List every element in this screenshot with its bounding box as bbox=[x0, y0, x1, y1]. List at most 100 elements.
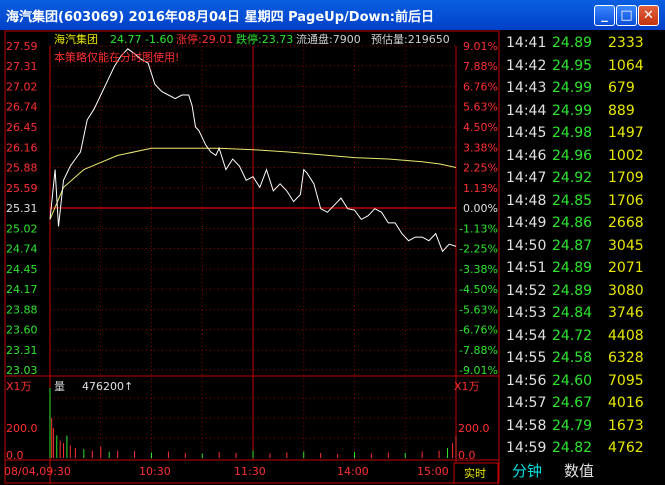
percent-tick-label: -3.38% bbox=[459, 263, 498, 276]
price-tick-label: 24.17 bbox=[6, 283, 38, 296]
price-axis: 27.59 27.31 27.02 26.74 26.45 26.16 25.88 25.59… bbox=[6, 40, 38, 377]
price-change: -1.60 bbox=[145, 33, 173, 46]
percent-tick-label: -7.88% bbox=[459, 344, 498, 357]
percent-tick-label: -2.25% bbox=[459, 243, 498, 256]
tick-row: 14:57 24.67 4016 bbox=[500, 393, 665, 415]
tick-time: 14:45 bbox=[506, 125, 547, 141]
realtime-tab[interactable]: 实时 bbox=[464, 466, 486, 480]
tick-vol: 2333 bbox=[608, 35, 644, 51]
tick-price: 24.87 bbox=[552, 237, 593, 254]
tick-vol: 1497 bbox=[608, 125, 644, 141]
percent-tick-label: 1.13% bbox=[463, 182, 498, 195]
tick-time: 14:53 bbox=[506, 305, 547, 321]
price-tick-label: 26.16 bbox=[6, 142, 38, 155]
percent-axis: 9.01% 7.88% 6.76% 5.63% 4.50% 3.38% 2.25% 1.13%… bbox=[459, 40, 498, 377]
close-button[interactable]: ✕ bbox=[638, 5, 659, 26]
tick-price: 24.82 bbox=[552, 440, 593, 456]
tick-vol: 6328 bbox=[608, 350, 644, 366]
volume-unit-right: X1万 bbox=[454, 380, 480, 393]
tick-vol: 1706 bbox=[608, 192, 644, 209]
tick-list-panel: 14:41 24.89 2333 14:42 24.95 1064 14:43 24.99 67… bbox=[500, 30, 665, 485]
tick-price: 24.89 bbox=[552, 260, 593, 276]
tick-price: 24.58 bbox=[552, 350, 593, 366]
average-price-line bbox=[49, 147, 457, 220]
tick-time: 14:49 bbox=[506, 215, 547, 231]
maximize-button[interactable]: □ bbox=[616, 5, 637, 26]
tick-price: 24.95 bbox=[552, 57, 593, 74]
price-tick-label: 23.88 bbox=[6, 304, 38, 317]
tick-time: 14:42 bbox=[506, 57, 547, 74]
tick-row: 14:55 24.58 6328 bbox=[500, 348, 665, 370]
tick-time: 14:41 bbox=[506, 35, 547, 51]
percent-tick-label: 5.63% bbox=[463, 100, 498, 113]
tick-row: 14:59 24.82 4762 bbox=[500, 438, 665, 460]
price-tick-label: 25.02 bbox=[6, 223, 38, 236]
tick-row: 14:52 24.89 3080 bbox=[500, 281, 665, 303]
price-tick-label: 25.59 bbox=[6, 182, 38, 195]
tick-vol: 7095 bbox=[608, 372, 644, 389]
volume-tick-left-0: 0.0 bbox=[6, 449, 24, 462]
tick-time: 14:57 bbox=[506, 395, 547, 411]
price-line bbox=[49, 48, 457, 253]
tick-row: 14:58 24.79 1673 bbox=[500, 416, 665, 438]
float-shares: 流通盘:7900 bbox=[296, 32, 361, 46]
tick-time: 14:55 bbox=[506, 350, 547, 366]
tick-row: 14:48 24.85 1706 bbox=[500, 191, 665, 213]
tick-row: 14:54 24.72 4408 bbox=[500, 326, 665, 348]
limit-down: 跌停:23.73 bbox=[236, 32, 293, 46]
tick-row: 14:56 24.60 7095 bbox=[500, 371, 665, 393]
tick-price: 24.86 bbox=[552, 215, 593, 231]
tab-value[interactable]: 数值 bbox=[564, 462, 595, 480]
tab-minute[interactable]: 分钟 bbox=[512, 462, 543, 480]
tick-price: 24.99 bbox=[552, 102, 593, 119]
price-tick-label: 26.74 bbox=[6, 100, 38, 113]
percent-tick-label: 0.00% bbox=[463, 202, 498, 215]
price-tick-label: 27.31 bbox=[6, 60, 38, 73]
price-lines bbox=[49, 48, 457, 253]
current-price: 24.77 bbox=[110, 33, 142, 46]
realtime-tab-box[interactable] bbox=[453, 462, 499, 484]
tick-vol: 4762 bbox=[608, 440, 644, 456]
title-bar[interactable]: 海汽集团(603069) 2016年08月04日 星期四 PageUp/Down… bbox=[0, 0, 665, 30]
percent-tick-label: 4.50% bbox=[463, 121, 498, 134]
tick-row: 14:45 24.98 1497 bbox=[500, 123, 665, 145]
tick-vol: 3045 bbox=[608, 237, 644, 254]
tick-time: 14:48 bbox=[506, 192, 547, 209]
percent-tick-label: 3.38% bbox=[463, 142, 498, 155]
percent-tick-label: -4.50% bbox=[459, 283, 498, 296]
minimize-button[interactable]: _ bbox=[594, 5, 615, 26]
estimated-volume: 预估量:219650 bbox=[371, 33, 450, 46]
bottom-tabs: 分钟 数值 bbox=[500, 458, 665, 485]
tick-price: 24.79 bbox=[552, 417, 593, 434]
tick-time: 14:54 bbox=[506, 327, 547, 344]
tick-vol: 889 bbox=[608, 102, 635, 119]
price-tick-label: 24.45 bbox=[6, 263, 38, 276]
tick-vol: 1002 bbox=[608, 147, 644, 164]
intraday-chart[interactable]: 27.59 27.31 27.02 26.74 26.45 26.16 25.88 25.59… bbox=[4, 30, 500, 485]
volume-tick-right-200: 200.0 bbox=[458, 422, 490, 435]
percent-tick-label: -9.01% bbox=[459, 364, 498, 377]
tick-time: 14:56 bbox=[506, 372, 547, 389]
tick-row: 14:44 24.99 889 bbox=[500, 101, 665, 123]
price-tick-label: 27.02 bbox=[6, 81, 38, 94]
tick-vol: 1709 bbox=[608, 170, 644, 186]
stock-name: 海汽集团 bbox=[54, 32, 98, 46]
price-tick-label: 23.03 bbox=[6, 364, 38, 377]
tick-row: 14:50 24.87 3045 bbox=[500, 236, 665, 258]
volume-tick-right-0: 0.0 bbox=[458, 449, 476, 462]
volume-tick-left-200: 200.0 bbox=[6, 422, 38, 435]
x-label-1500: 15:00 bbox=[417, 465, 449, 478]
tick-vol: 679 bbox=[608, 80, 635, 96]
tick-price: 24.72 bbox=[552, 327, 593, 344]
percent-tick-label: -5.63% bbox=[459, 304, 498, 317]
volume-value: 476200↑ bbox=[82, 380, 133, 393]
chart-grid bbox=[4, 30, 500, 484]
tick-vol: 3746 bbox=[608, 305, 644, 321]
window-title: 海汽集团(603069) 2016年08月04日 星期四 PageUp/Down… bbox=[6, 10, 434, 25]
price-tick-label: 23.60 bbox=[6, 324, 38, 337]
tick-price: 24.99 bbox=[552, 80, 593, 96]
tick-row: 14:53 24.84 3746 bbox=[500, 303, 665, 325]
tick-time: 14:43 bbox=[506, 80, 547, 96]
limit-up: 涨停:29.01 bbox=[176, 32, 233, 46]
tick-vol: 2071 bbox=[608, 260, 644, 276]
